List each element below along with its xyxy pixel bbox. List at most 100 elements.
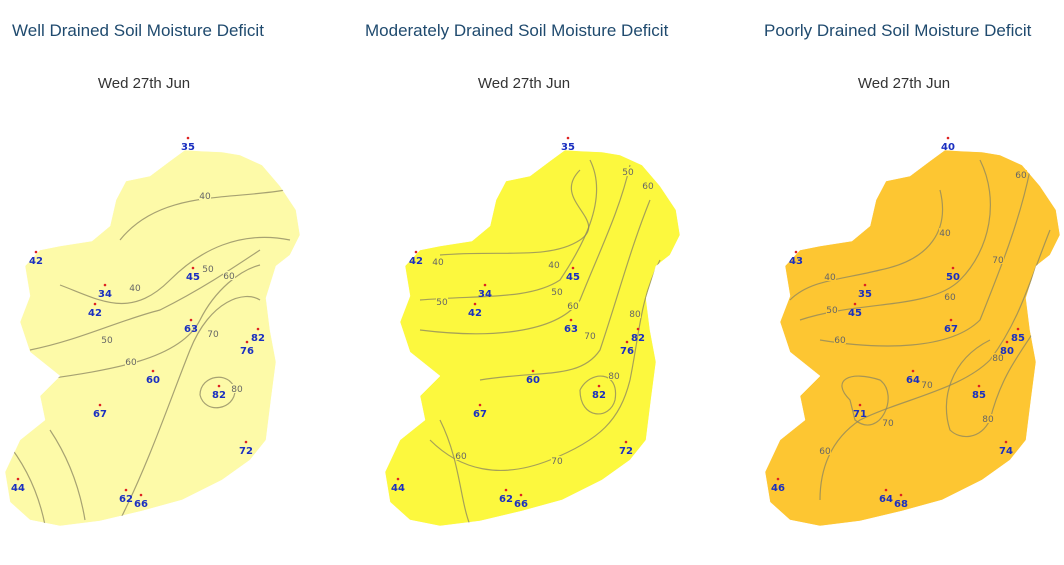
station-dot	[884, 488, 888, 492]
contour-line	[429, 259, 661, 471]
contour-line	[419, 159, 598, 301]
contour-label: 70	[992, 256, 1004, 266]
contour-label-bg	[921, 380, 933, 389]
station-value: 62	[499, 494, 513, 505]
contour-line	[789, 189, 944, 301]
station-value: 76	[620, 346, 634, 357]
station-dot	[186, 136, 190, 140]
contour-label-bg	[824, 272, 836, 281]
station-value: 64	[879, 494, 893, 505]
contour-label-bg	[125, 357, 137, 366]
contour-label: 80	[629, 310, 641, 320]
station-dot	[569, 318, 573, 322]
station-dot	[1004, 440, 1008, 444]
station-dot	[245, 340, 249, 344]
contour-label-bg	[982, 414, 994, 423]
station-value: 60	[146, 375, 160, 386]
contour-line	[799, 159, 991, 321]
station-dot	[776, 477, 780, 481]
station-value: 82	[251, 333, 265, 344]
station-dot	[1005, 340, 1009, 344]
station-dot	[189, 318, 193, 322]
panel-date: Wed 27th Jun	[478, 75, 570, 92]
contour-label-bg	[551, 287, 563, 296]
contour-label: 80	[231, 385, 243, 395]
contour-label: 80	[608, 372, 620, 382]
contour-label-bg	[432, 257, 444, 266]
contour-line	[119, 189, 286, 241]
station-value: 63	[564, 324, 578, 335]
panel-title: Poorly Drained Soil Moisture Deficit	[764, 21, 1032, 40]
station-dot	[34, 250, 38, 254]
panel-title: Well Drained Soil Moisture Deficit	[12, 21, 264, 40]
contour-label: 40	[548, 261, 560, 271]
station-dot	[93, 302, 97, 306]
station-value: 82	[592, 390, 606, 401]
contour-label-bg	[231, 384, 243, 393]
station-value: 45	[848, 308, 862, 319]
contour-label: 70	[207, 330, 219, 340]
station-dot	[899, 493, 903, 497]
contour-label: 80	[992, 354, 1004, 364]
contour-line	[419, 164, 631, 335]
station-value: 45	[566, 272, 580, 283]
contour-label: 60	[1015, 171, 1027, 181]
station-value: 71	[853, 409, 867, 420]
station-value: 72	[239, 446, 253, 457]
contour-line	[439, 419, 471, 526]
contour-label: 40	[199, 192, 211, 202]
contours	[789, 159, 1051, 501]
contour-label-bg	[567, 301, 579, 310]
station-dot	[396, 477, 400, 481]
station-value: 82	[212, 390, 226, 401]
contours	[419, 159, 661, 526]
station-dot	[519, 493, 523, 497]
map-panel: Poorly Drained Soil Moisture Deficit Wed …	[764, 21, 1061, 527]
station-dot	[139, 493, 143, 497]
station-dot	[483, 283, 487, 287]
contour-label: 60	[125, 358, 137, 368]
station-dot	[624, 440, 628, 444]
station-dot	[478, 403, 482, 407]
station-value: 67	[944, 324, 958, 335]
contour-label-bg	[199, 191, 211, 200]
station-dot	[853, 302, 857, 306]
contour-label: 60	[223, 272, 235, 282]
station-dot	[124, 488, 128, 492]
contour-line	[29, 249, 261, 351]
station-value: 46	[771, 483, 785, 494]
station-value: 42	[29, 256, 43, 267]
contour-label-bg	[992, 353, 1004, 362]
map-panel: Well Drained Soil Moisture Deficit Wed 27…	[4, 21, 301, 527]
contour-label: 60	[944, 293, 956, 303]
station-dot	[794, 250, 798, 254]
contour-label: 70	[882, 419, 894, 429]
station-dot	[949, 318, 953, 322]
contour-label: 50	[551, 288, 563, 298]
contour-label-bg	[129, 283, 141, 292]
station-value: 42	[468, 308, 482, 319]
contour-line	[819, 229, 1051, 501]
contour-line	[59, 236, 291, 305]
contour-line	[119, 296, 261, 521]
station-dot	[504, 488, 508, 492]
contour-label: 50	[202, 265, 214, 275]
station-value: 62	[119, 494, 133, 505]
station-value: 67	[93, 409, 107, 420]
contour-label-bg	[202, 264, 214, 273]
station-value: 40	[941, 142, 955, 153]
contour-label: 70	[921, 381, 933, 391]
station-dot	[191, 266, 195, 270]
station-value: 60	[526, 375, 540, 386]
station-dot	[16, 477, 20, 481]
contour-label: 70	[551, 457, 563, 467]
station-dot	[858, 403, 862, 407]
station-value: 74	[999, 446, 1013, 457]
station-value: 34	[98, 289, 112, 300]
station-dot	[597, 384, 601, 388]
station-dot	[244, 440, 248, 444]
contour-label: 40	[129, 284, 141, 294]
contour-label: 50	[436, 298, 448, 308]
contour-label-bg	[882, 418, 894, 427]
contour-line	[39, 264, 261, 381]
